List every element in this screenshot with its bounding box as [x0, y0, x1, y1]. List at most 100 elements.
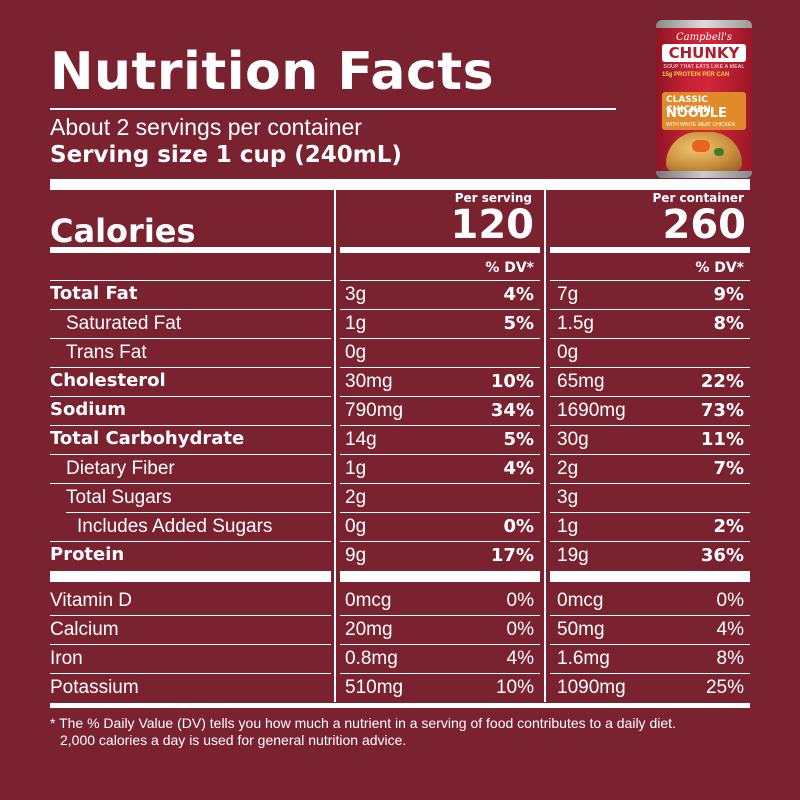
row-line [550, 615, 750, 616]
nutrient-dv-serving: 17% [490, 545, 534, 566]
calories-label: Calories [50, 212, 196, 250]
nutrition-title: Nutrition Facts [50, 42, 495, 102]
can-bottom-rim [656, 171, 752, 178]
nutrient-amount-container: 0g [557, 342, 579, 363]
nutrient-name: Includes Added Sugars [77, 516, 273, 537]
nutrient-amount-container: 1.5g [557, 313, 594, 334]
vitamin-dv-serving: 0% [506, 619, 534, 640]
vitamin-amount-container: 50mg [557, 619, 605, 640]
footnote-line-2: 2,000 calories a day is used for general… [60, 732, 407, 748]
dv-header-serving: % DV* [485, 260, 534, 276]
row-line [340, 338, 540, 339]
row-line [550, 338, 750, 339]
vitamin-amount-serving: 0.8mg [345, 648, 398, 669]
vitamin-amount-serving: 20mg [345, 619, 393, 640]
nutrient-amount-serving: 0g [345, 516, 367, 537]
nutrient-dv-container: 36% [700, 545, 744, 566]
nutrient-dv-serving: 5% [503, 429, 534, 450]
nutrient-name: Cholesterol [50, 370, 166, 391]
nutrient-amount-serving: 14g [345, 429, 377, 450]
column-divider-2 [544, 190, 546, 702]
title-rule [50, 108, 616, 110]
row-line [550, 644, 750, 645]
nutrient-amount-container: 7g [557, 284, 579, 305]
per-container-label: Per container [652, 191, 744, 205]
vitamin-amount-container: 1.6mg [557, 648, 610, 669]
nutrient-dv-serving: 5% [503, 313, 534, 334]
row-line [66, 512, 331, 513]
can-top-rim [656, 20, 752, 28]
row-line [550, 396, 750, 397]
thick-rule-vitamins-mid [340, 571, 540, 582]
can-protein-claim: 15g PROTEIN PER CAN [662, 72, 730, 78]
row-line [340, 454, 540, 455]
row-line [50, 396, 331, 397]
can-carrot [692, 140, 710, 152]
nutrient-dv-container: 2% [713, 516, 744, 537]
row-line [50, 673, 331, 674]
row-line [50, 280, 331, 281]
calories-per-container: 260 [662, 202, 747, 248]
row-line [50, 425, 331, 426]
row-line [550, 512, 750, 513]
nutrient-name: Total Fat [50, 283, 138, 304]
dv-header-container: % DV* [695, 260, 744, 276]
vitamin-dv-container: 8% [716, 648, 744, 669]
vitamin-amount-container: 0mcg [557, 590, 604, 611]
servings-per-container: About 2 servings per container [50, 114, 362, 140]
row-line [550, 483, 750, 484]
vitamin-dv-serving: 0% [506, 590, 534, 611]
nutrient-amount-container: 65mg [557, 371, 605, 392]
nutrient-amount-serving: 9g [345, 545, 367, 566]
vitamin-dv-container: 25% [705, 677, 744, 698]
nutrient-amount-container: 2g [557, 458, 579, 479]
row-line [50, 615, 331, 616]
calories-per-serving: 120 [450, 202, 535, 248]
product-can-image: Campbell's CHUNKY SOUP THAT EATS LIKE A … [656, 20, 752, 178]
row-line [550, 454, 750, 455]
vitamin-amount-serving: 0mcg [345, 590, 392, 611]
row-line [340, 615, 540, 616]
can-tagline: SOUP THAT EATS LIKE A MEAL [663, 64, 745, 70]
can-variety-line1: CLASSIC CHICKEN [666, 95, 711, 115]
row-line [340, 644, 540, 645]
nutrient-dv-container: 11% [700, 429, 744, 450]
nutrient-dv-serving: 0% [503, 516, 534, 537]
row-line [550, 280, 750, 281]
row-line [50, 454, 331, 455]
row-line [50, 541, 331, 542]
nutrient-name: Dietary Fiber [66, 458, 175, 479]
row-line [550, 673, 750, 674]
can-brand: Campbell's [675, 32, 733, 43]
nutrient-amount-serving: 30mg [345, 371, 393, 392]
nutrient-amount-container: 1690mg [557, 400, 626, 421]
row-line [50, 367, 331, 368]
nutrient-dv-container: 22% [700, 371, 744, 392]
calories-rule-right [550, 247, 750, 253]
vitamin-dv-serving: 4% [506, 648, 534, 669]
can-variety-band [662, 92, 746, 130]
row-line [550, 541, 750, 542]
row-line [340, 483, 540, 484]
nutrient-amount-serving: 1g [345, 458, 367, 479]
row-line [550, 309, 750, 310]
row-line [50, 309, 331, 310]
row-line [50, 483, 331, 484]
nutrient-dv-container: 73% [700, 400, 744, 421]
can-variety-line3: WITH WHITE MEAT CHICKEN [666, 122, 735, 128]
vitamin-amount-serving: 510mg [345, 677, 404, 698]
nutrient-name: Trans Fat [66, 342, 147, 363]
row-line [340, 541, 540, 542]
calories-rule-mid [340, 247, 540, 253]
nutrient-amount-serving: 1g [345, 313, 367, 334]
row-line [340, 425, 540, 426]
nutrient-dv-serving: 10% [490, 371, 534, 392]
nutrient-dv-container: 7% [713, 458, 744, 479]
can-variety-line2: NOODLE [666, 106, 727, 121]
row-line [340, 396, 540, 397]
serving-size: Serving size 1 cup (240mL) [50, 142, 402, 168]
can-soup-bowl [666, 132, 742, 172]
vitamin-amount-container: 1090mg [557, 677, 626, 698]
nutrient-amount-serving: 0g [345, 342, 367, 363]
nutrient-name: Saturated Fat [66, 313, 182, 334]
